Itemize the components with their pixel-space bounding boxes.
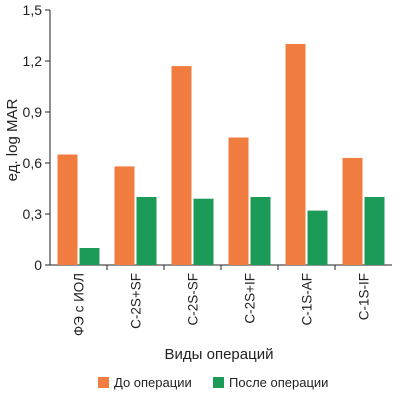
bar-do-3 bbox=[228, 137, 249, 265]
bar-posle-5 bbox=[364, 197, 385, 265]
bar-do-0 bbox=[57, 154, 78, 265]
bar-do-4 bbox=[285, 44, 306, 265]
y-tick-label: 0,3 bbox=[23, 206, 43, 222]
legend: До операции После операции bbox=[98, 375, 328, 390]
category-label: C-2S+SF bbox=[129, 273, 144, 329]
category-label: ФЭ с ИОЛ bbox=[72, 273, 87, 336]
bars bbox=[57, 44, 385, 265]
y-tick-label: 0,6 bbox=[23, 155, 43, 171]
bar-posle-3 bbox=[250, 197, 271, 265]
x-axis-title: Виды операций bbox=[165, 346, 274, 363]
category-label: C-2S+IF bbox=[243, 273, 258, 324]
bar-posle-4 bbox=[307, 210, 328, 265]
legend-label-do: До операции bbox=[114, 375, 192, 390]
bar-do-5 bbox=[342, 157, 363, 265]
category-label: C-2S-SF bbox=[186, 273, 201, 326]
labels: 0 0,3 0,6 0,9 1,2 1,5 ФЭ с ИОЛ C-2S+SF C-2S-SF C-… bbox=[23, 2, 372, 336]
bar-posle-2 bbox=[193, 198, 214, 265]
category-label: C-1S-IF bbox=[357, 273, 372, 320]
y-tick-label: 0 bbox=[34, 257, 42, 273]
legend-label-posle: После операции bbox=[229, 375, 328, 390]
legend-swatch-posle bbox=[213, 377, 224, 388]
bar-posle-0 bbox=[79, 248, 100, 265]
axes bbox=[45, 9, 392, 270]
y-axis-title: ед. log MAR bbox=[4, 99, 21, 182]
y-tick-label: 1,5 bbox=[23, 2, 43, 18]
bar-posle-1 bbox=[136, 197, 157, 265]
y-tick-label: 0,9 bbox=[23, 104, 43, 120]
category-label: C-1S-AF bbox=[300, 273, 315, 326]
bar-do-2 bbox=[171, 66, 192, 265]
bar-do-1 bbox=[114, 166, 135, 265]
y-tick-label: 1,2 bbox=[23, 53, 43, 69]
legend-swatch-do bbox=[98, 377, 109, 388]
